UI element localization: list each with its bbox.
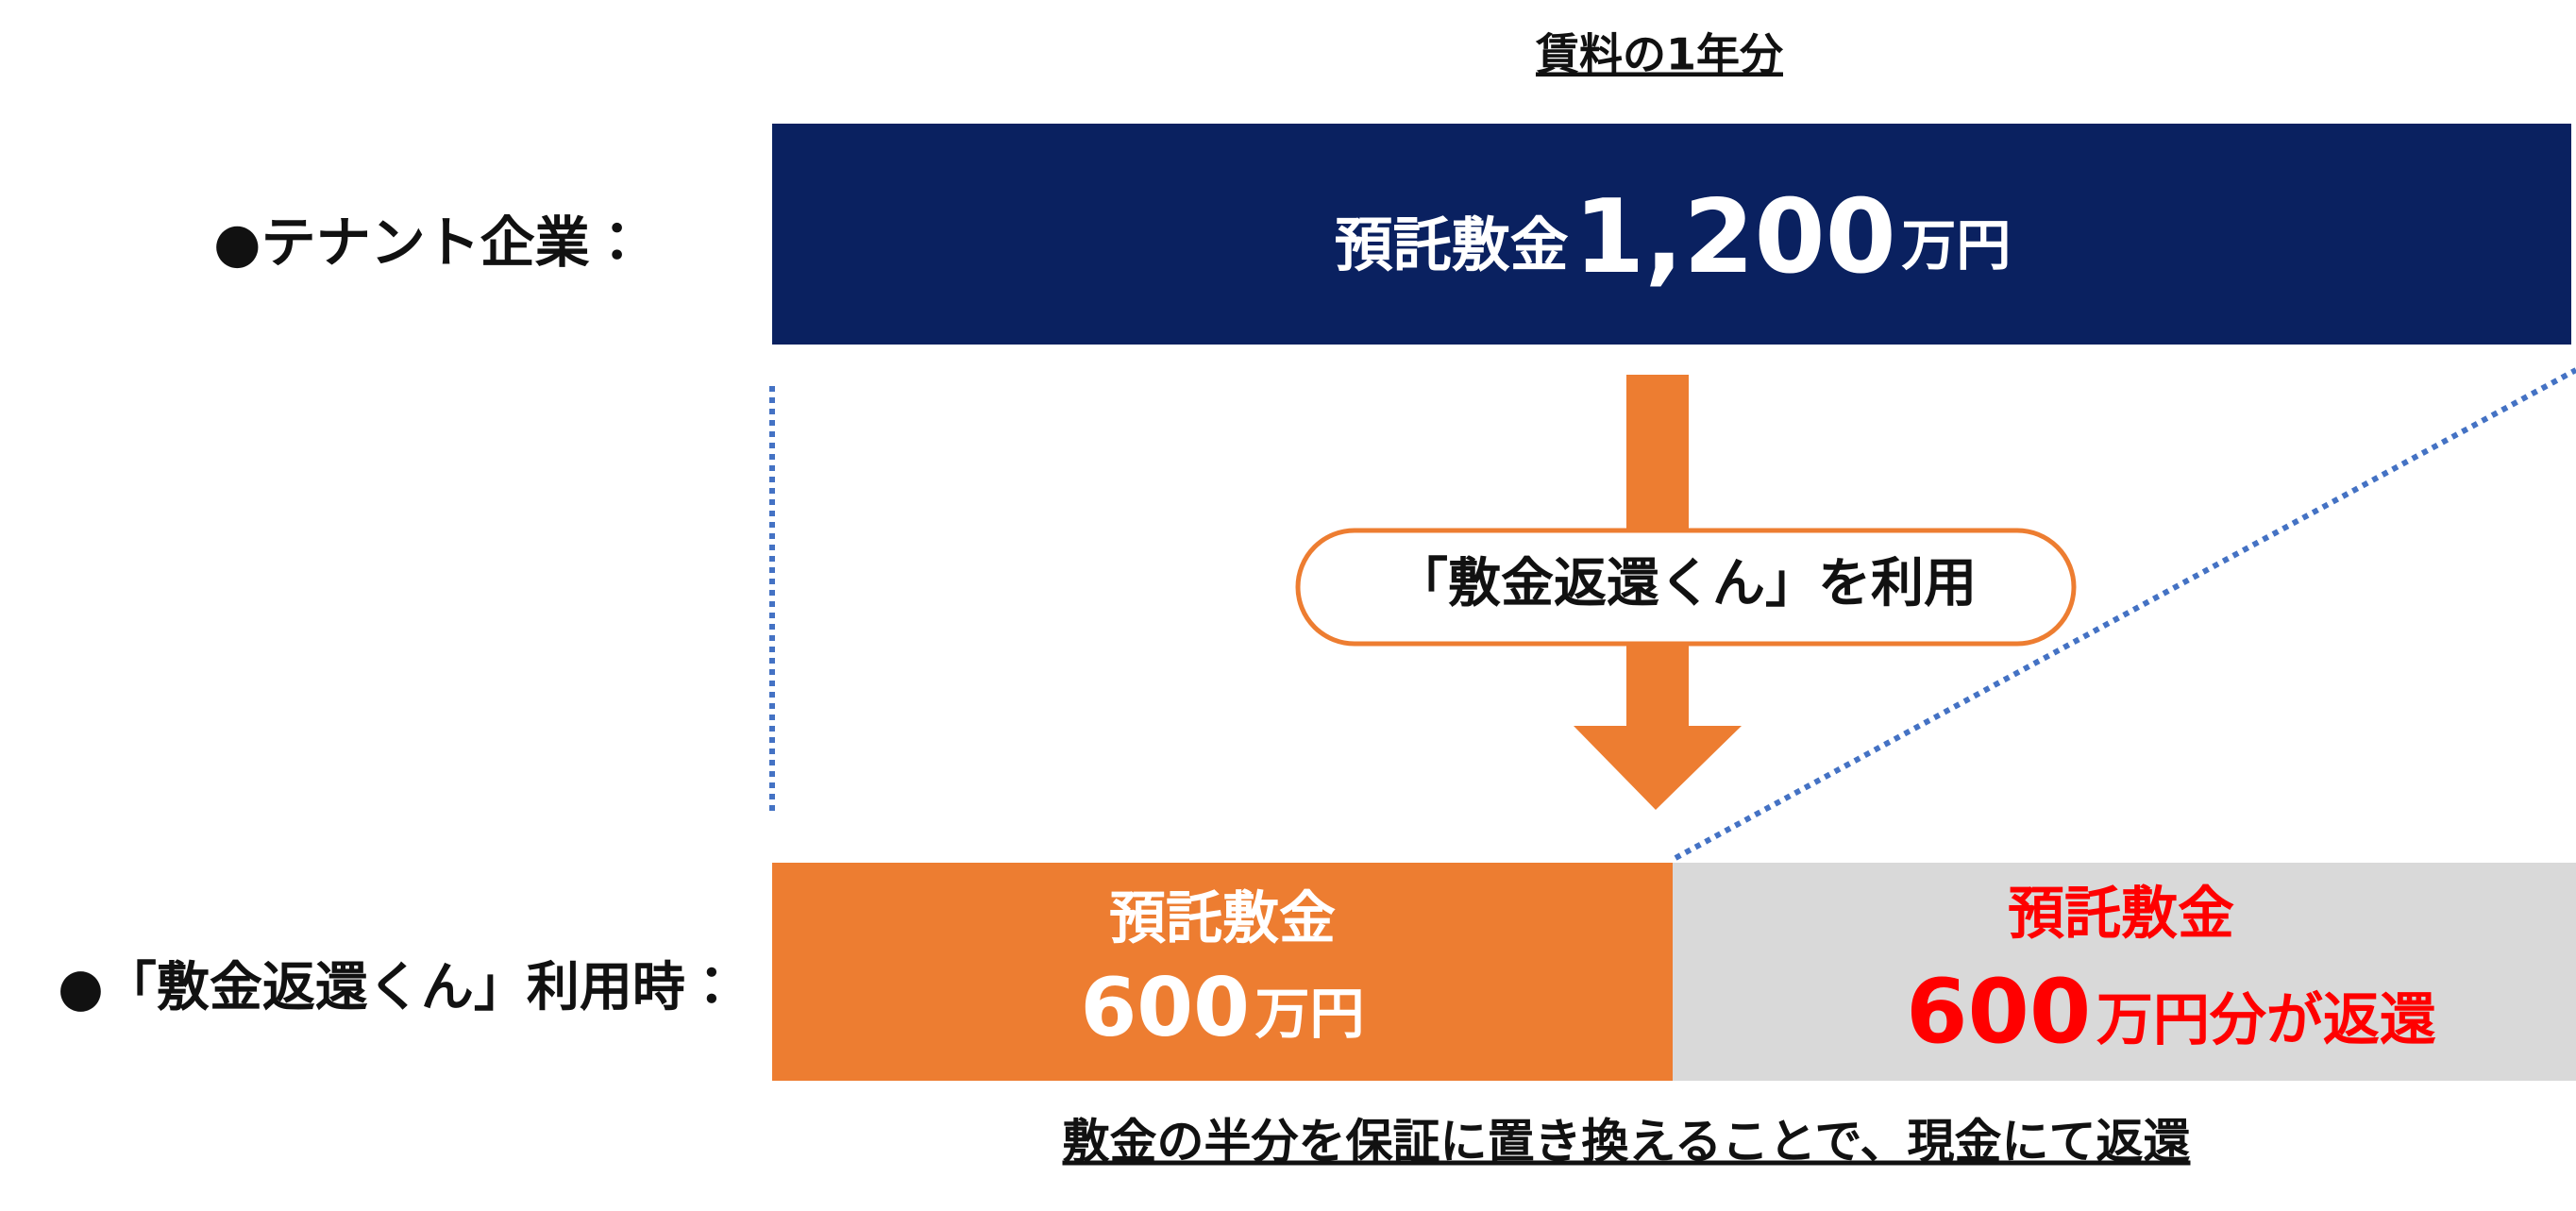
step-pill — [1295, 528, 2077, 647]
tenant-text: 預託敷金 1,200 万円 — [1335, 178, 2012, 296]
deposit-amount: 600 — [1080, 961, 1250, 1055]
step-text: 「敷金返還くん」を利用 — [1395, 553, 1977, 614]
refund-box — [1673, 863, 2576, 1081]
deposit-label: 預託敷金 — [1109, 886, 1336, 952]
tenant-label: ●テナント企業： — [213, 210, 645, 275]
refund-amount-text: 600 万円分が返還 — [1906, 961, 2436, 1064]
arrow-head — [1574, 726, 1742, 810]
footer-note: 敷金の半分を保証に置き換えることで、現金にて返還 — [1063, 1115, 2191, 1169]
tenant-unit: 万円 — [1901, 213, 2011, 278]
header-title: 賃料の1年分 — [1535, 29, 1784, 80]
refund-amount: 600 — [1906, 961, 2091, 1064]
deposit-amount-text: 600 万円 — [1080, 961, 1364, 1055]
dotted-guide — [1674, 367, 2576, 861]
refund-label: 預託敷金 — [2008, 882, 2234, 948]
service-label: ●「敷金返還くん」利用時： — [58, 957, 738, 1018]
deposit-box — [772, 863, 1673, 1081]
tenant-deposit-label: 預託敷金 — [1335, 210, 1569, 279]
tenant-box — [772, 124, 2571, 345]
tenant-amount: 1,200 — [1574, 178, 1896, 296]
refund-unit: 万円分が返還 — [2096, 987, 2436, 1053]
deposit-unit: 万円 — [1255, 982, 1365, 1046]
